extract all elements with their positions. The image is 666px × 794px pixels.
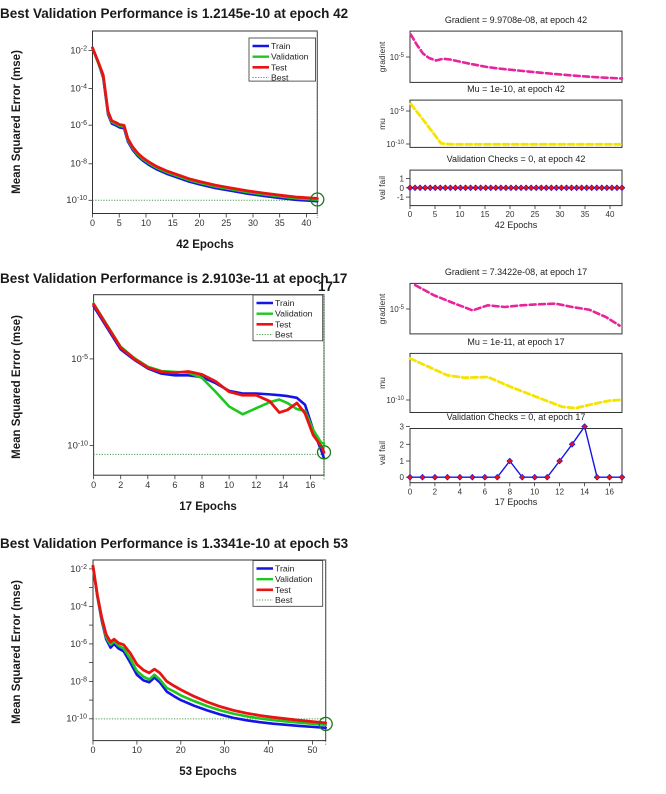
svg-text:15: 15 [168,218,178,228]
svg-text:5: 5 [433,210,438,219]
svg-text:10-5: 10-5 [71,353,88,365]
svg-text:Best: Best [275,595,293,605]
svg-text:30: 30 [556,210,565,219]
svg-text:50: 50 [307,745,317,755]
svg-text:gradient: gradient [377,293,387,324]
svg-text:10-5: 10-5 [390,305,405,314]
svg-text:gradient: gradient [377,41,387,72]
svg-text:mu: mu [377,377,387,389]
svg-text:4: 4 [145,480,150,490]
svg-text:42 Epochs: 42 Epochs [495,220,538,230]
svg-text:15: 15 [481,210,490,219]
svg-text:Mean Squared Error (mse): Mean Squared Error (mse) [11,315,23,459]
svg-text:4: 4 [458,488,463,497]
svg-text:0: 0 [90,745,95,755]
svg-text:30: 30 [248,218,258,228]
svg-text:25: 25 [221,218,231,228]
svg-text:40: 40 [263,745,273,755]
svg-text:10: 10 [530,488,539,497]
svg-text:Test: Test [271,62,288,72]
svg-text:10-8: 10-8 [70,158,87,170]
svg-text:10-8: 10-8 [70,676,87,688]
svg-text:25: 25 [531,210,540,219]
svg-text:30: 30 [220,745,230,755]
svg-text:8: 8 [199,480,204,490]
svg-text:16: 16 [605,488,614,497]
svg-text:10-6: 10-6 [70,120,87,132]
svg-text:35: 35 [581,210,590,219]
svg-text:6: 6 [483,488,488,497]
svg-text:40: 40 [606,210,615,219]
svg-text:2: 2 [400,440,405,449]
svg-text:14: 14 [278,480,288,490]
svg-text:0: 0 [400,184,405,193]
svg-text:20: 20 [176,745,186,755]
svg-text:10: 10 [224,480,234,490]
svg-text:10-10: 10-10 [386,140,404,149]
svg-text:Validation: Validation [275,309,313,319]
svg-text:10-4: 10-4 [70,83,87,95]
svg-text:10-10: 10-10 [66,713,87,725]
svg-text:val fail: val fail [377,441,387,465]
svg-text:42 Epochs: 42 Epochs [176,239,234,251]
svg-text:Train: Train [275,564,295,574]
svg-text:53 Epochs: 53 Epochs [179,766,237,778]
svg-text:val fail: val fail [377,176,387,200]
svg-text:mu: mu [377,118,387,130]
svg-text:Best: Best [271,73,289,83]
svg-text:Mu = 1e-11, at epoch 17: Mu = 1e-11, at epoch 17 [467,337,564,347]
svg-text:17 Epochs: 17 Epochs [179,501,237,513]
svg-text:8: 8 [508,488,513,497]
svg-text:Train: Train [271,41,291,51]
svg-text:Train: Train [275,298,295,308]
svg-text:Gradient = 9.9708e-08, at epoc: Gradient = 9.9708e-08, at epoch 42 [445,15,587,25]
svg-text:0: 0 [90,218,95,228]
svg-text:Gradient = 7.3422e-08, at epoc: Gradient = 7.3422e-08, at epoch 17 [445,267,587,277]
svg-text:20: 20 [194,218,204,228]
svg-text:10-5: 10-5 [390,107,405,116]
svg-text:10-5: 10-5 [390,53,405,62]
svg-text:10-2: 10-2 [70,563,87,575]
svg-text:1: 1 [400,175,405,184]
svg-text:2: 2 [118,480,123,490]
svg-text:Mu = 1e-10, at epoch 42: Mu = 1e-10, at epoch 42 [467,84,565,94]
svg-text:Validation Checks = 0, at epoc: Validation Checks = 0, at epoch 42 [447,154,586,164]
svg-text:12: 12 [251,480,261,490]
svg-text:10-2: 10-2 [70,45,87,57]
svg-text:3: 3 [400,423,405,432]
svg-text:0: 0 [408,488,413,497]
svg-text:Best: Best [275,330,293,340]
svg-text:Test: Test [275,585,292,595]
svg-text:0: 0 [400,473,405,482]
svg-text:1: 1 [400,457,405,466]
svg-text:Test: Test [275,319,292,329]
svg-text:2: 2 [433,488,438,497]
svg-text:10-6: 10-6 [70,638,87,650]
svg-text:Validation: Validation [275,574,313,584]
svg-text:Mean Squared Error (mse): Mean Squared Error (mse) [11,50,23,194]
svg-text:-1: -1 [397,193,405,202]
svg-text:10-10: 10-10 [386,396,404,405]
svg-text:10-10: 10-10 [67,440,88,452]
svg-text:16: 16 [305,480,315,490]
svg-text:10: 10 [132,745,142,755]
svg-text:12: 12 [555,488,564,497]
svg-text:40: 40 [301,218,311,228]
svg-text:5: 5 [117,218,122,228]
svg-text:6: 6 [172,480,177,490]
svg-text:10: 10 [456,210,465,219]
svg-text:35: 35 [275,218,285,228]
svg-text:Validation Checks = 0, at epoc: Validation Checks = 0, at epoch 17 [447,412,586,422]
svg-text:Validation: Validation [271,52,309,62]
svg-text:10-10: 10-10 [66,195,87,207]
svg-text:17 Epochs: 17 Epochs [495,497,538,507]
svg-text:20: 20 [506,210,515,219]
svg-text:Mean Squared Error (mse): Mean Squared Error (mse) [11,580,23,724]
svg-text:14: 14 [580,488,589,497]
svg-text:10-4: 10-4 [70,601,87,613]
svg-text:10: 10 [141,218,151,228]
svg-text:0: 0 [91,480,96,490]
svg-text:0: 0 [408,210,413,219]
